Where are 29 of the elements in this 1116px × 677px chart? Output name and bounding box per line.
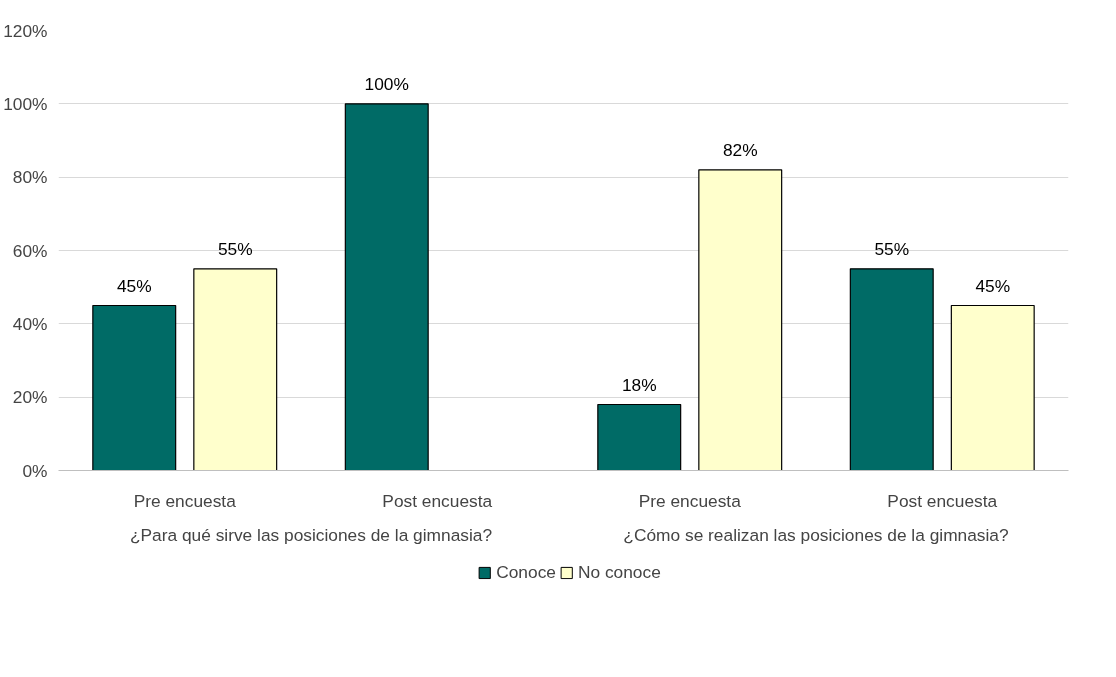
x-tick-label: Post encuesta (887, 490, 998, 511)
bar (849, 268, 934, 471)
y-tick-label: 20% (12, 387, 48, 408)
y-tick-label: 0% (22, 460, 48, 481)
data-label: 100% (364, 73, 409, 94)
text: ¿Para qué sirve las posiciones de la gimnasia? (129, 524, 493, 545)
y-tick-label: 60% (12, 240, 48, 261)
y-tick-label: 100% (3, 93, 48, 114)
data-label: 55% (217, 238, 253, 259)
legend-label: Conoce (496, 561, 556, 583)
bar (597, 403, 682, 471)
bar (698, 169, 783, 471)
data-label: 18% (621, 374, 657, 395)
data-label: 55% (874, 238, 910, 259)
y-tick-label: 40% (12, 313, 48, 334)
bar (193, 268, 278, 471)
data-label: 45% (975, 275, 1011, 296)
x-tick-label: Post encuesta (382, 490, 493, 511)
data-label: 82% (722, 139, 758, 160)
x-tick-label: Pre encuesta (133, 490, 237, 511)
bar (92, 304, 177, 471)
y-tick-label: 80% (12, 167, 48, 188)
bar (344, 103, 429, 471)
data-label: 45% (116, 275, 152, 296)
legend-label: No conoce (577, 561, 661, 583)
bar (950, 304, 1035, 471)
x-tick-label: Pre encuesta (638, 490, 742, 511)
text: ¿Cómo se realizan las posiciones de la gimnasia? (623, 524, 1009, 545)
y-tick-label: 120% (3, 20, 48, 41)
